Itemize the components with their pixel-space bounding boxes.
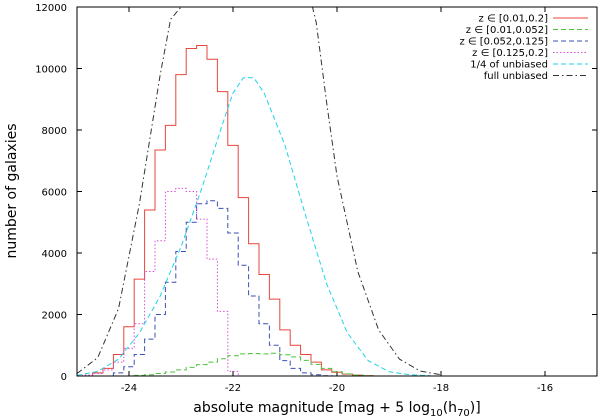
x-axis-title-subscript-1: 10 xyxy=(430,408,443,417)
legend-label-2: z ∈ [0.01,0.052] xyxy=(466,25,548,36)
y-tick-label: 10000 xyxy=(35,65,67,76)
x-axis-title: absolute magnitude [mag + 5 log10(h70)] xyxy=(193,400,480,417)
series-line-6 xyxy=(77,7,442,376)
x-tick-label: -16 xyxy=(537,383,553,394)
legend-label-6: full unbiased xyxy=(484,71,548,82)
legend-label-5: 1/4 of unbiased xyxy=(470,60,548,71)
legend-label-4: z ∈ [0.125,0.2] xyxy=(472,48,548,59)
x-axis-title-part-2: (h xyxy=(443,400,457,416)
series-line-3 xyxy=(112,200,333,376)
y-tick-label: 12000 xyxy=(35,3,67,14)
y-tick-label: 0 xyxy=(61,372,67,383)
series-line-5 xyxy=(77,77,431,376)
legend-label-3: z ∈ [0.052,0.125] xyxy=(459,37,548,48)
x-axis-title-part-3: )] xyxy=(470,400,481,416)
x-tick-label: -24 xyxy=(121,383,137,394)
x-axis-title-subscript-2: 70 xyxy=(457,408,470,417)
x-axis-title-part-1: absolute magnitude [mag + 5 log xyxy=(193,400,430,416)
series-group xyxy=(77,7,442,376)
x-tick-label: -22 xyxy=(225,383,241,394)
legend: z ∈ [0.01,0.2]z ∈ [0.01,0.052]z ∈ [0.052… xyxy=(459,14,588,82)
x-tick-label: -20 xyxy=(329,383,345,394)
plot-frame xyxy=(76,6,598,377)
series-line-2 xyxy=(133,352,374,376)
series-line-1 xyxy=(92,44,374,376)
y-tick-label: 8000 xyxy=(42,126,67,137)
x-tick-label: -18 xyxy=(433,383,449,394)
y-tick-label: 4000 xyxy=(42,249,67,260)
legend-label-1: z ∈ [0.01,0.2] xyxy=(479,14,549,25)
series-line-4 xyxy=(81,187,239,376)
y-tick-label: 2000 xyxy=(42,311,67,322)
y-axis-title: number of galaxies xyxy=(4,123,20,258)
y-tick-label: 6000 xyxy=(42,188,67,199)
